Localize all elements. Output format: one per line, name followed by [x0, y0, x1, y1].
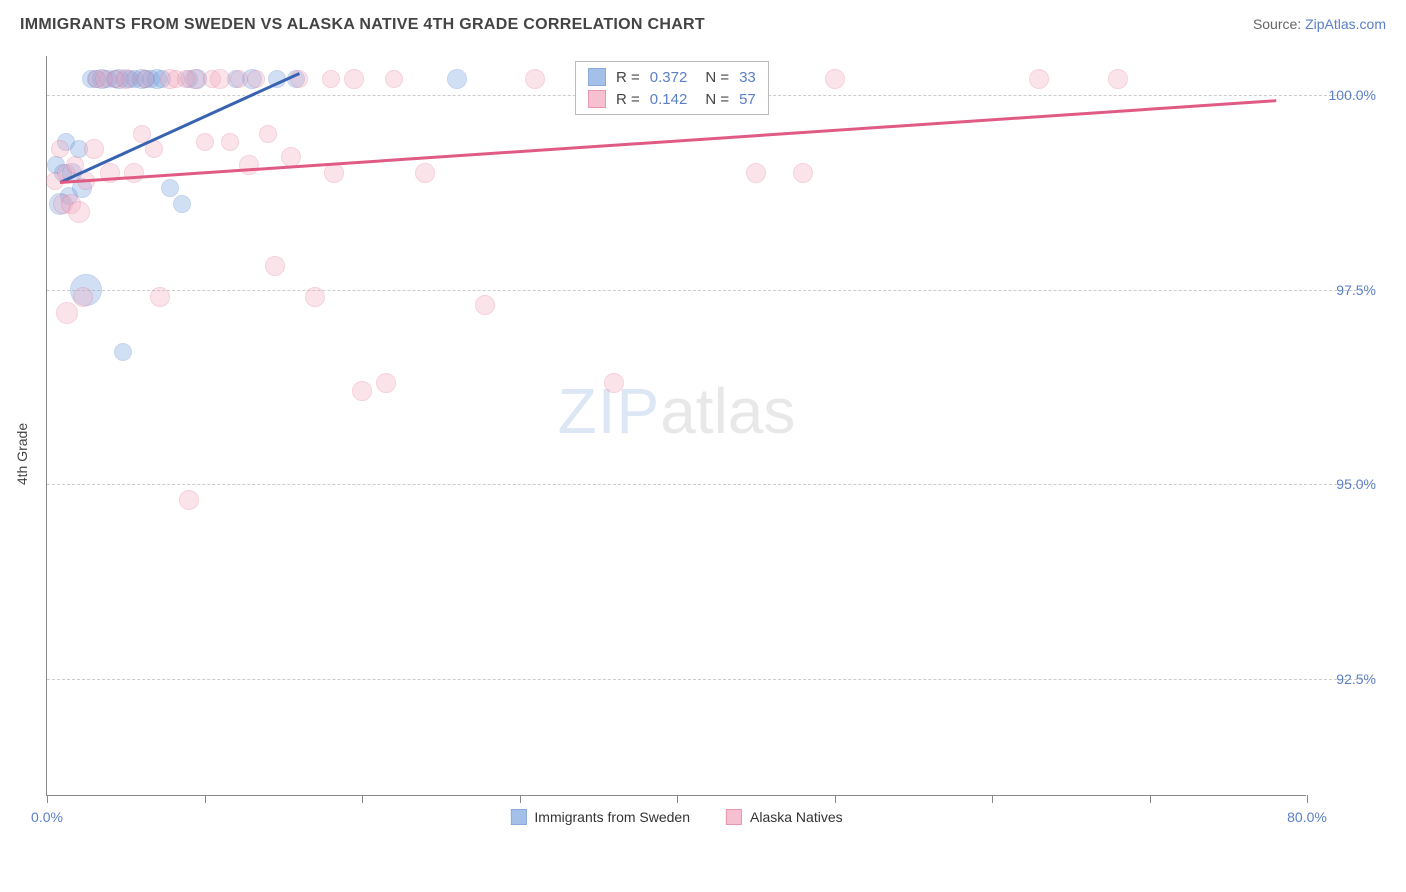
source-link[interactable]: ZipAtlas.com: [1305, 16, 1386, 32]
stat-r-value: 0.142: [650, 91, 688, 108]
scatter-point: [173, 195, 191, 213]
scatter-point: [825, 69, 845, 89]
x-tick: [362, 795, 363, 803]
x-tick: [677, 795, 678, 803]
stat-r-label: R =: [616, 91, 640, 108]
scatter-point: [385, 70, 403, 88]
x-tick: [992, 795, 993, 803]
scatter-point: [447, 69, 467, 89]
scatter-point: [56, 302, 78, 324]
scatter-point: [185, 69, 205, 89]
source-prefix: Source:: [1253, 16, 1305, 32]
scatter-point: [150, 287, 170, 307]
legend: Immigrants from Sweden Alaska Natives: [510, 809, 842, 825]
scatter-point: [68, 201, 90, 223]
scatter-point: [247, 70, 265, 88]
x-tick: [1307, 795, 1308, 803]
watermark: ZIPatlas: [558, 374, 796, 448]
scatter-point: [376, 373, 396, 393]
gridline-h: [47, 290, 1367, 291]
y-tick-label: 100.0%: [1316, 87, 1376, 103]
watermark-brand-b: atlas: [660, 375, 795, 447]
scatter-point: [259, 125, 277, 143]
scatter-point: [210, 69, 230, 89]
chart-source: Source: ZipAtlas.com: [1253, 16, 1386, 32]
scatter-point: [114, 343, 132, 361]
legend-item: Alaska Natives: [726, 809, 843, 825]
x-tick-label: 0.0%: [31, 809, 63, 825]
stat-n-label: N =: [705, 69, 729, 86]
scatter-point: [230, 70, 248, 88]
scatter-point: [265, 256, 285, 276]
scatter-point: [161, 179, 179, 197]
x-tick: [520, 795, 521, 803]
scatter-point: [324, 163, 344, 183]
legend-swatch: [510, 809, 526, 825]
scatter-point: [136, 70, 154, 88]
scatter-point: [305, 287, 325, 307]
scatter-point: [1029, 69, 1049, 89]
scatter-point: [322, 70, 340, 88]
stat-r-value: 0.372: [650, 69, 688, 86]
scatter-point: [196, 133, 214, 151]
plot-area: ZIPatlas 92.5%95.0%97.5%100.0%0.0%80.0%R…: [46, 56, 1306, 796]
gridline-h: [47, 679, 1367, 680]
scatter-point: [415, 163, 435, 183]
scatter-point: [352, 381, 372, 401]
scatter-point: [604, 373, 624, 393]
legend-item: Immigrants from Sweden: [510, 809, 690, 825]
y-tick-label: 95.0%: [1316, 476, 1376, 492]
scatter-point: [475, 295, 495, 315]
stat-row: R = 0.372 N = 33: [576, 66, 768, 88]
gridline-h: [47, 484, 1367, 485]
y-tick-label: 97.5%: [1316, 282, 1376, 298]
x-tick: [1150, 795, 1151, 803]
legend-swatch: [726, 809, 742, 825]
stat-n-value: 33: [739, 69, 756, 86]
y-tick-label: 92.5%: [1316, 671, 1376, 687]
stat-color-swatch: [588, 90, 606, 108]
x-tick: [835, 795, 836, 803]
scatter-point: [51, 140, 69, 158]
x-tick-label: 80.0%: [1287, 809, 1327, 825]
scatter-point: [793, 163, 813, 183]
chart-title: IMMIGRANTS FROM SWEDEN VS ALASKA NATIVE …: [20, 16, 705, 34]
legend-label: Immigrants from Sweden: [534, 809, 690, 825]
stat-color-swatch: [588, 68, 606, 86]
y-axis-title: 4th Grade: [14, 423, 30, 485]
scatter-point: [116, 69, 136, 89]
scatter-point: [746, 163, 766, 183]
stat-r-label: R =: [616, 69, 640, 86]
legend-label: Alaska Natives: [750, 809, 843, 825]
scatter-point: [73, 287, 93, 307]
scatter-point: [124, 163, 144, 183]
scatter-point: [239, 155, 259, 175]
stat-n-label: N =: [705, 91, 729, 108]
scatter-point: [84, 139, 104, 159]
correlation-stat-box: R = 0.372 N = 33 R = 0.142 N = 57: [575, 61, 769, 115]
scatter-point: [221, 133, 239, 151]
stat-row: R = 0.142 N = 57: [576, 88, 768, 110]
scatter-point: [179, 490, 199, 510]
x-tick: [47, 795, 48, 803]
chart-header: IMMIGRANTS FROM SWEDEN VS ALASKA NATIVE …: [0, 0, 1406, 42]
stat-n-value: 57: [739, 91, 756, 108]
chart-area: 4th Grade ZIPatlas 92.5%95.0%97.5%100.0%…: [46, 56, 1386, 836]
scatter-point: [344, 69, 364, 89]
scatter-point: [525, 69, 545, 89]
scatter-point: [1108, 69, 1128, 89]
x-tick: [205, 795, 206, 803]
